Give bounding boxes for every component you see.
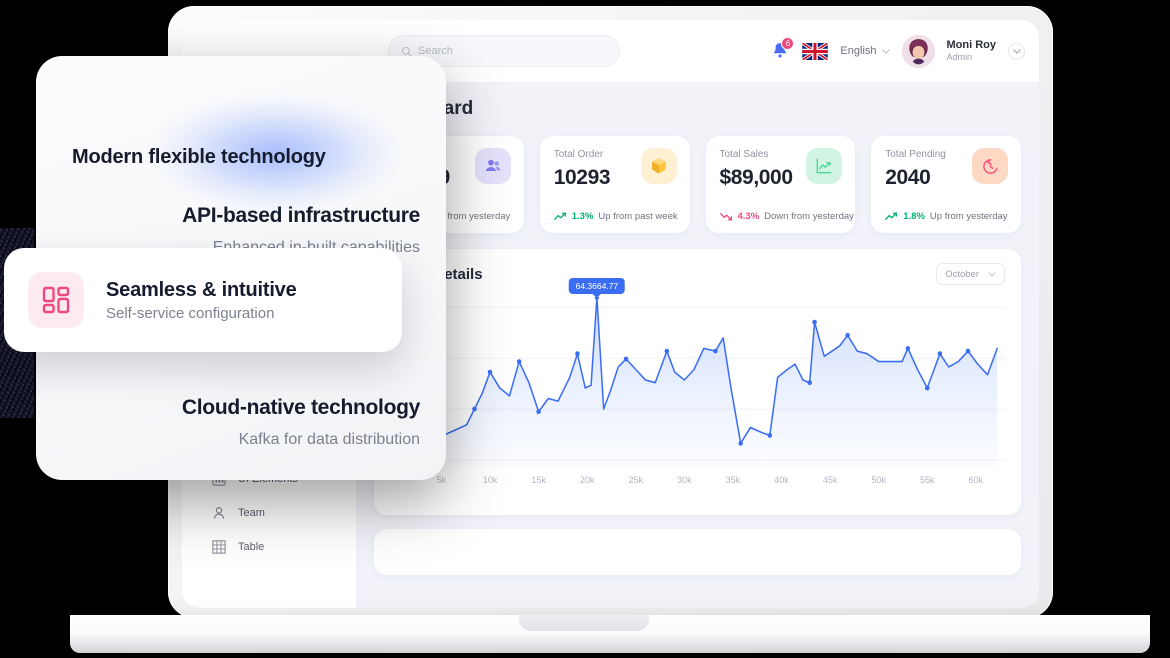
feature-highlight-text: Seamless & intuitive Self-service config… [106, 279, 297, 322]
chart-svg [422, 295, 1005, 467]
avatar[interactable] [901, 34, 935, 68]
x-axis-tick: 40k [774, 475, 789, 485]
stat-trend-text: Up from past week [598, 211, 678, 222]
bottom-placeholder-card [374, 529, 1021, 575]
topbar-right-cluster: 6 English [770, 20, 1025, 82]
stat-label: Total Pending [885, 149, 946, 160]
box-icon [651, 158, 666, 174]
chevron-down-icon [988, 271, 996, 277]
trend-down-icon [719, 213, 732, 221]
x-axis-tick: 50k [871, 475, 886, 485]
chart-period-value: October [945, 268, 979, 280]
stat-card-total-sales[interactable]: Total Sales $89,000 4.3% Down from yeste… [705, 136, 856, 233]
x-axis-tick: 30k [677, 475, 692, 485]
sales-details-chart-card: Sales Details October 20% [374, 249, 1021, 515]
user-name: Moni Roy [946, 38, 997, 51]
language-label: English [840, 45, 877, 57]
laptop-base-notch [519, 615, 649, 631]
main-content: Dashboard Total User 40,689 8.5% Up from… [356, 82, 1039, 608]
stat-trend-text: Up from yesterday [929, 211, 1008, 222]
table-grid-icon [212, 540, 226, 554]
chart-header: Sales Details October [390, 263, 1005, 285]
stat-card-total-pending[interactable]: Total Pending 2040 1.8% Up from yesterda… [871, 136, 1021, 233]
stat-value: $89,000 [719, 166, 794, 189]
stat-trend: 1.8% Up from yesterday [885, 211, 1008, 222]
stat-label: Total Order [553, 149, 604, 160]
laptop-bezel: Search 6 [182, 20, 1039, 608]
x-axis-tick: 25k [628, 475, 644, 485]
feature-highlight-title: Seamless & intuitive [106, 278, 297, 301]
stat-cards-row: Total User 40,689 8.5% Up from yesterday… [374, 136, 1021, 233]
x-axis: 5k 10k 15k 20k 25k 30k 35k 40k 45k 50k 55k 60k [422, 475, 1005, 489]
notification-badge: 6 [781, 37, 795, 50]
chart-plot-area[interactable]: 64.3664.77 [422, 278, 1005, 467]
sidebar-item-team[interactable]: Team [182, 496, 356, 530]
x-axis-tick: 5k [436, 475, 447, 485]
stat-icon-wrap [640, 148, 677, 184]
trend-up-icon [553, 212, 566, 220]
sidebar-item-label: Table [238, 541, 265, 553]
chart-tooltip: 64.3664.77 [568, 278, 626, 299]
stat-icon-wrap [474, 148, 511, 184]
stat-trend-pct: 1.3% [571, 211, 594, 222]
blue-glow-decoration [156, 98, 396, 208]
feature-highlight-subtitle: Self-service configuration [106, 304, 275, 322]
stat-label: Total Sales [719, 149, 769, 160]
overlay-block-title-api: API-based infrastructure [182, 204, 420, 227]
stat-trend-text: Up from yesterday [432, 211, 511, 222]
page-title: Dashboard [374, 98, 1021, 120]
stat-value: 10293 [553, 166, 611, 189]
clock-history-icon [982, 158, 998, 174]
stat-trend-pct: 1.8% [903, 211, 925, 222]
x-axis-tick: 20k [579, 475, 595, 485]
notification-bell[interactable]: 6 [770, 37, 795, 62]
grid-dashboard-icon-wrap [28, 272, 84, 328]
uk-flag-icon [802, 42, 829, 60]
stat-card-total-order[interactable]: Total Order 10293 1.3% Up from past week [539, 136, 690, 233]
stat-icon-wrap [806, 148, 843, 184]
feature-highlight-card[interactable]: Seamless & intuitive Self-service config… [4, 248, 402, 352]
stat-value: 2040 [885, 166, 931, 189]
x-axis-tick: 55k [920, 475, 935, 485]
stat-trend-text: Down from yesterday [764, 211, 854, 222]
chevron-down-icon [881, 48, 890, 54]
line-chart-icon [816, 158, 832, 174]
chart-period-select[interactable]: October [936, 263, 1005, 285]
overlay-heading-top: Modern flexible technology [72, 146, 326, 168]
chart-body: 20% [390, 278, 1005, 511]
chevron-down-icon [1012, 48, 1021, 54]
x-axis-tick: 10k [482, 475, 498, 485]
sidebar-item-table[interactable]: Table [182, 530, 356, 564]
grid-dashboard-icon [42, 286, 70, 314]
x-axis-tick: 60k [968, 475, 984, 485]
users-icon [485, 159, 501, 171]
user-role: Admin [946, 52, 973, 63]
sidebar-item-label: Team [238, 507, 265, 519]
trend-up-icon [885, 212, 898, 220]
language-selector[interactable]: English [840, 45, 890, 57]
overlay-block-title-cloud: Cloud-native technology [181, 396, 420, 419]
user-menu-toggle[interactable] [1008, 42, 1025, 60]
stat-trend: 1.3% Up from past week [553, 211, 678, 222]
search-placeholder-text: Search [418, 45, 453, 57]
person-icon [213, 507, 225, 519]
stat-icon-wrap [972, 148, 1008, 184]
search-icon [401, 46, 412, 57]
user-meta: Moni Roy Admin [947, 39, 997, 64]
overlay-block-subtitle-cloud: Kafka for data distribution [238, 431, 420, 448]
x-axis-tick: 45k [822, 475, 838, 485]
chart-area-fill [433, 297, 998, 467]
stat-trend-pct: 4.3% [737, 211, 760, 222]
x-axis-tick: 15k [531, 475, 546, 485]
x-axis-tick: 35k [725, 475, 741, 485]
stat-trend: 4.3% Down from yesterday [719, 211, 854, 222]
